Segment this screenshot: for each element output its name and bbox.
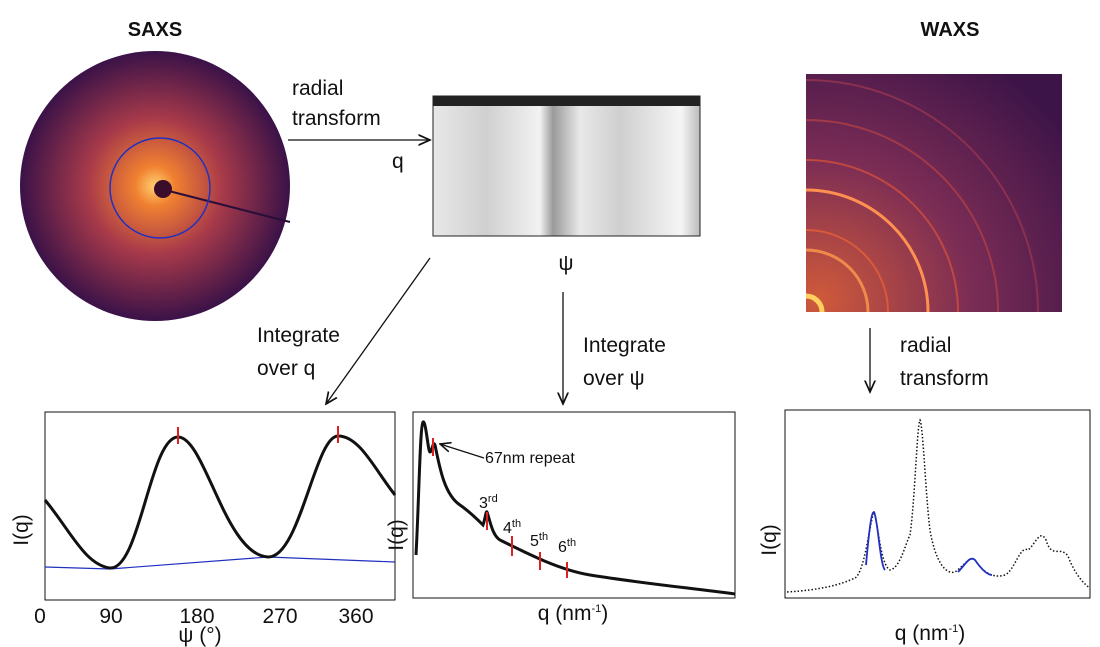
y-label: I(q)	[10, 514, 33, 546]
arrow-label: Integrate	[583, 334, 666, 357]
y-label: I(q)	[758, 524, 781, 556]
order-suffix: rd	[488, 493, 498, 505]
arrow-label: radial	[900, 334, 951, 357]
intensity-curve	[416, 422, 735, 594]
arrow-label: transform	[900, 367, 989, 390]
x-label: q (nm-1)	[895, 622, 965, 645]
transformed-image	[433, 96, 700, 236]
order-label: 6th	[558, 537, 576, 556]
x-tick-label: 0	[34, 605, 46, 628]
arrow-label: over q	[257, 357, 315, 380]
order-suffix: th	[567, 537, 576, 549]
waxs-title: WAXS	[921, 19, 980, 41]
fitted-peak	[958, 559, 992, 575]
order-number: 4	[503, 520, 512, 537]
arrow	[326, 258, 430, 404]
order-suffix: th	[512, 518, 521, 530]
image-axis-label: ψ	[559, 252, 574, 275]
order-label: 3rd	[479, 493, 498, 512]
x-label: q (nm-1)	[538, 602, 608, 625]
x-label-tail: )	[601, 602, 608, 625]
x-label-tail: )	[958, 622, 965, 645]
beam-center	[154, 180, 172, 198]
x-label-base: q (nm	[895, 622, 949, 645]
arrow-label: over ψ	[583, 367, 645, 390]
arrow-label: radial	[292, 77, 343, 100]
waxs-image	[806, 74, 1062, 312]
intensity-curve	[787, 420, 1090, 592]
order-number: 3	[479, 495, 488, 512]
intensity-curve	[45, 436, 395, 568]
x-label-sup: -1	[591, 603, 601, 615]
plot-frame	[785, 410, 1090, 598]
annotation: 67nm repeat	[485, 450, 575, 467]
saxs-title: SAXS	[128, 19, 182, 41]
arrow-label: transform	[292, 107, 381, 130]
x-tick-label: 90	[99, 605, 122, 628]
annotation-arrow	[440, 444, 484, 458]
image-band	[433, 96, 700, 106]
figure: SAXS WAXS radial transform q ψ Integrate…	[0, 0, 1100, 647]
x-tick-label: 360	[338, 605, 373, 628]
plot-frame	[45, 412, 395, 600]
fitted-peak	[866, 512, 885, 570]
image-axis-label: q	[392, 150, 404, 173]
x-label-base: q (nm	[538, 602, 592, 625]
x-tick-label: 270	[262, 605, 297, 628]
x-label: ψ (°)	[178, 624, 221, 647]
y-label: I(q)	[385, 519, 408, 551]
order-label: 4th	[503, 518, 521, 537]
order-label: 5th	[530, 531, 548, 550]
arrow-label: Integrate	[257, 324, 340, 347]
order-suffix: th	[539, 531, 548, 543]
order-number: 6	[558, 539, 567, 556]
order-number: 5	[530, 533, 539, 550]
x-label-sup: -1	[948, 623, 958, 635]
